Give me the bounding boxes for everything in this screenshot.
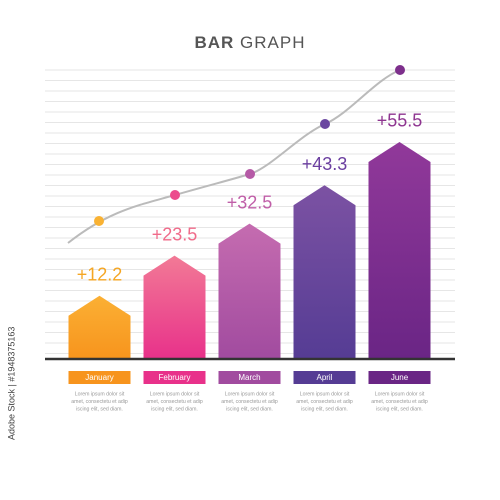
caption: Lorem ipsum dolor sit (75, 391, 125, 397)
bar (68, 295, 131, 359)
trend-dot (170, 190, 180, 200)
value-label: +55.5 (377, 111, 423, 131)
bar (293, 185, 356, 359)
category-box (218, 371, 281, 384)
trend-dot (94, 216, 104, 226)
category-label: June (391, 373, 409, 382)
bar (218, 223, 281, 359)
bar (143, 255, 206, 359)
caption: Lorem ipsum dolor sit (150, 391, 200, 397)
category-box (368, 371, 431, 384)
value-label: +12.2 (77, 264, 123, 284)
caption: amet, consectetu et adip (146, 399, 203, 405)
category-box (293, 371, 356, 384)
caption: Lorem ipsum dolor sit (375, 391, 425, 397)
caption: Lorem ipsum dolor sit (300, 391, 350, 397)
caption: Lorem ipsum dolor sit (225, 391, 275, 397)
trend-dot (245, 169, 255, 179)
caption: amet, consectetu et adip (221, 399, 278, 405)
caption: amet, consectetu et adip (371, 399, 428, 405)
category-label: January (85, 373, 113, 382)
chart-title: BAR GRAPH (194, 33, 305, 52)
value-label: +32.5 (227, 192, 273, 212)
stock-id: Adobe Stock | #1948375163 (6, 327, 16, 440)
category-box (68, 371, 131, 384)
value-label: +43.3 (302, 154, 348, 174)
trend-dot (395, 65, 405, 75)
caption: iscing elit, sed diam. (226, 406, 273, 412)
trend-dot (320, 119, 330, 129)
bar (368, 141, 431, 359)
caption: iscing elit, sed diam. (376, 406, 423, 412)
category-label: March (238, 373, 260, 382)
caption: iscing elit, sed diam. (76, 406, 123, 412)
title-bold: BAR (194, 33, 234, 52)
category-box (143, 371, 206, 384)
caption: amet, consectetu et adip (71, 399, 128, 405)
caption: iscing elit, sed diam. (151, 406, 198, 412)
value-label: +23.5 (152, 224, 198, 244)
title-regular: GRAPH (240, 33, 305, 52)
caption: iscing elit, sed diam. (301, 406, 348, 412)
category-label: February (158, 373, 190, 382)
caption: amet, consectetu et adip (296, 399, 353, 405)
category-label: April (316, 373, 332, 382)
